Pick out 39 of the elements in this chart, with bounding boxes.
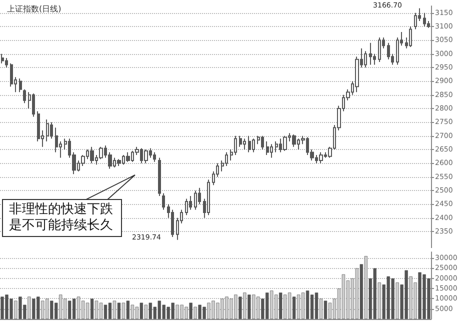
candlestick [369, 42, 372, 66]
candlestick [117, 158, 121, 166]
candlestick [319, 152, 323, 164]
candlestick [46, 118, 49, 142]
candlestick [364, 50, 367, 68]
candlestick [1, 53, 4, 64]
candlestick [423, 12, 426, 28]
candlestick [162, 192, 165, 210]
candlestick [409, 26, 412, 48]
candlestick [153, 152, 156, 162]
candlestick [283, 135, 287, 152]
candlestick [126, 152, 130, 162]
candlestick [90, 146, 94, 164]
bar [104, 304, 108, 319]
candlestick [414, 12, 417, 30]
candlestick [194, 190, 197, 210]
candlestick [5, 57, 8, 68]
candlestick [292, 134, 296, 148]
candlestick [266, 140, 269, 156]
chart-title: 上证指数(日线) [7, 4, 62, 14]
candlestick [248, 135, 251, 153]
bar [108, 302, 112, 319]
candlestick [275, 140, 278, 153]
candlestick [185, 198, 188, 216]
candlestick [252, 138, 255, 153]
candlestick [378, 36, 381, 63]
candlestick [207, 179, 210, 216]
candlestick [243, 138, 246, 150]
candlestick [32, 93, 35, 118]
bar [324, 300, 328, 319]
candlestick [50, 122, 53, 140]
annotation: 非理性的快速下跌是不可能持续长久 [2, 199, 122, 237]
candlestick [261, 135, 264, 150]
candlestick [239, 135, 242, 148]
candlestick [158, 157, 161, 197]
candlestick [270, 144, 273, 158]
candlestick [144, 149, 148, 164]
candlestick [19, 78, 22, 93]
candlestick [23, 88, 26, 104]
